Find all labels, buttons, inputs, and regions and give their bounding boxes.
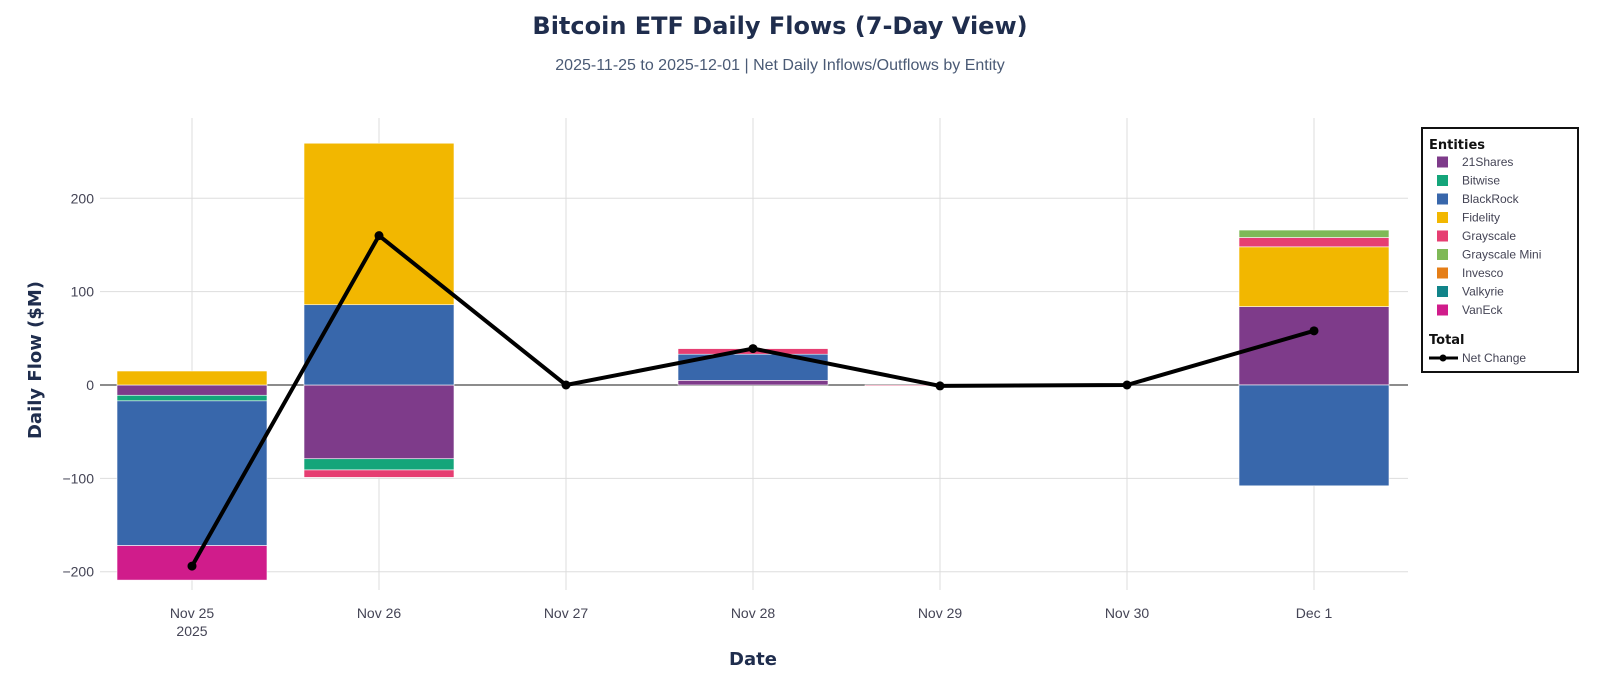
legend-label: BlackRock	[1462, 192, 1520, 206]
bar-segment-21shares	[303, 384, 455, 460]
net-change-point	[187, 561, 197, 571]
net-change-point	[935, 381, 945, 391]
legend-label: VanEck	[1462, 303, 1503, 317]
y-tick-label: −200	[62, 564, 94, 580]
net-change-line	[187, 231, 1319, 571]
legend-swatch	[1437, 304, 1448, 316]
legend-label: Valkyrie	[1462, 285, 1504, 299]
bar-segment-blackrock	[303, 304, 455, 386]
bar-segment-bitwise	[116, 394, 268, 402]
legend-item-grayscale[interactable]: Grayscale	[1437, 229, 1516, 243]
x-tick-year-label: 2025	[176, 623, 207, 639]
net-change-point	[561, 380, 571, 390]
legend-label: Grayscale	[1462, 229, 1516, 243]
legend-swatch	[1437, 230, 1448, 242]
x-axis-label: Date	[729, 649, 777, 670]
legend-swatch	[1437, 175, 1448, 186]
bar-segment-blackrock	[1238, 384, 1390, 487]
legend-item-21shares[interactable]: 21Shares	[1437, 155, 1513, 169]
legend-item-grayscale-mini[interactable]: Grayscale Mini	[1437, 248, 1541, 262]
legend-swatch	[1437, 267, 1448, 279]
y-tick-label: 200	[71, 190, 95, 206]
net-change-point	[1309, 326, 1319, 336]
y-tick-label: −100	[62, 470, 94, 486]
y-tick-label: 100	[71, 284, 95, 300]
legend-swatch	[1437, 212, 1448, 223]
legend-total-title: Total	[1429, 333, 1465, 348]
bar-segment-fidelity	[116, 370, 268, 386]
tick-labels: Nov 25 Nov 26 Nov 27 Nov 28 Nov 29 Nov 30 Dec …	[62, 190, 1332, 639]
legend-label: Bitwise	[1462, 174, 1500, 188]
bar-segment-blackrock	[116, 400, 268, 546]
x-tick-label: Nov 26	[357, 605, 402, 621]
net-change-point	[1122, 380, 1132, 390]
legend-swatch	[1437, 156, 1448, 168]
bar-segment-grayscale	[303, 469, 455, 478]
legend-item-bitwise[interactable]: Bitwise	[1437, 174, 1500, 188]
bar-segment-fidelity	[303, 142, 455, 306]
x-tick-label: Nov 27	[544, 605, 589, 621]
legend-label: Grayscale Mini	[1462, 248, 1541, 262]
x-tick-label: Nov 28	[731, 605, 776, 621]
x-tick-label: Dec 1	[1296, 605, 1333, 621]
chart-title: Bitcoin ETF Daily Flows (7-Day View)	[532, 12, 1027, 40]
legend-swatch	[1437, 286, 1448, 297]
net-change-point	[374, 231, 384, 241]
chart-subtitle: 2025-11-25 to 2025-12-01 | Net Daily Inf…	[555, 57, 1004, 74]
x-tick-label: Nov 30	[1105, 605, 1150, 621]
legend-item-fidelity[interactable]: Fidelity	[1437, 211, 1500, 225]
bars	[116, 142, 1390, 581]
bar-segment-21shares	[677, 380, 829, 386]
x-tick-label: Nov 29	[918, 605, 963, 621]
legend-item-blackrock[interactable]: BlackRock	[1437, 192, 1520, 206]
y-axis-label: Daily Flow ($M)	[25, 281, 46, 439]
legend-item-net-change[interactable]: Net Change	[1429, 351, 1526, 365]
bar-segment-grayscale-mini	[1238, 229, 1390, 238]
legend-label: Invesco	[1462, 266, 1504, 280]
bar-segment-bitwise	[303, 458, 455, 471]
net-change-point	[748, 344, 758, 354]
legend-swatch	[1437, 249, 1448, 260]
legend-label: Net Change	[1462, 351, 1526, 365]
bar-segment-fidelity	[1238, 246, 1390, 307]
legend-swatch	[1437, 193, 1448, 205]
y-tick-label: 0	[86, 377, 94, 393]
legend-item-vaneck[interactable]: VanEck	[1437, 303, 1503, 317]
legend-label: 21Shares	[1462, 155, 1513, 169]
legend-title: Entities	[1429, 138, 1485, 153]
x-tick-label: Nov 25	[170, 605, 215, 621]
bar-segment-21shares	[116, 384, 268, 396]
bar-segment-grayscale	[1238, 237, 1390, 248]
legend-item-invesco[interactable]: Invesco	[1437, 266, 1504, 280]
legend: Entities 21Shares Bitwise BlackRock Fidelit…	[1421, 127, 1579, 373]
legend-marker-swatch	[1439, 354, 1447, 362]
legend-item-valkyrie[interactable]: Valkyrie	[1437, 285, 1504, 299]
legend-label: Fidelity	[1462, 211, 1500, 225]
